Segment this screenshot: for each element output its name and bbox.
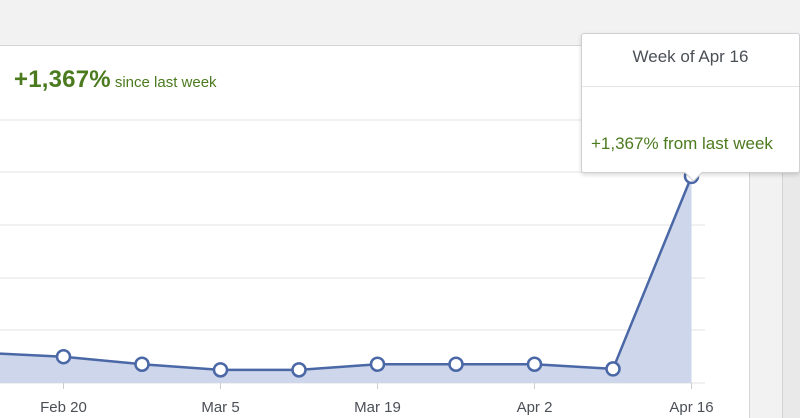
x-tick-label: Apr 16 xyxy=(669,399,713,416)
weekly-change-summary: +1,367% since last week xyxy=(14,66,217,94)
x-axis-ticks: Feb 20 Mar 5 Mar 19 Apr 2 Apr 16 xyxy=(40,383,714,416)
series-area xyxy=(0,176,692,383)
tooltip-title: Week of Apr 16 xyxy=(582,34,799,87)
change-suffix: since last week xyxy=(114,74,217,91)
data-point[interactable] xyxy=(55,348,72,365)
data-point[interactable] xyxy=(134,356,150,372)
x-tick-label: Mar 5 xyxy=(201,399,239,416)
data-point[interactable] xyxy=(526,356,543,372)
data-tooltip: Week of Apr 16 +1,367% from last week xyxy=(581,33,800,182)
tooltip-change: +1,367% from last week xyxy=(591,134,773,153)
x-tick-label: Feb 20 xyxy=(40,399,87,416)
x-tick-label: Mar 19 xyxy=(354,399,401,416)
data-points xyxy=(55,168,700,378)
change-percent: +1,367% xyxy=(14,66,111,93)
data-point[interactable] xyxy=(212,362,229,378)
data-point[interactable] xyxy=(448,356,464,372)
data-point[interactable] xyxy=(605,361,621,377)
data-point[interactable] xyxy=(291,362,307,378)
x-tick-label: Apr 2 xyxy=(517,399,553,416)
data-point[interactable] xyxy=(369,356,386,372)
series-line xyxy=(0,175,693,372)
